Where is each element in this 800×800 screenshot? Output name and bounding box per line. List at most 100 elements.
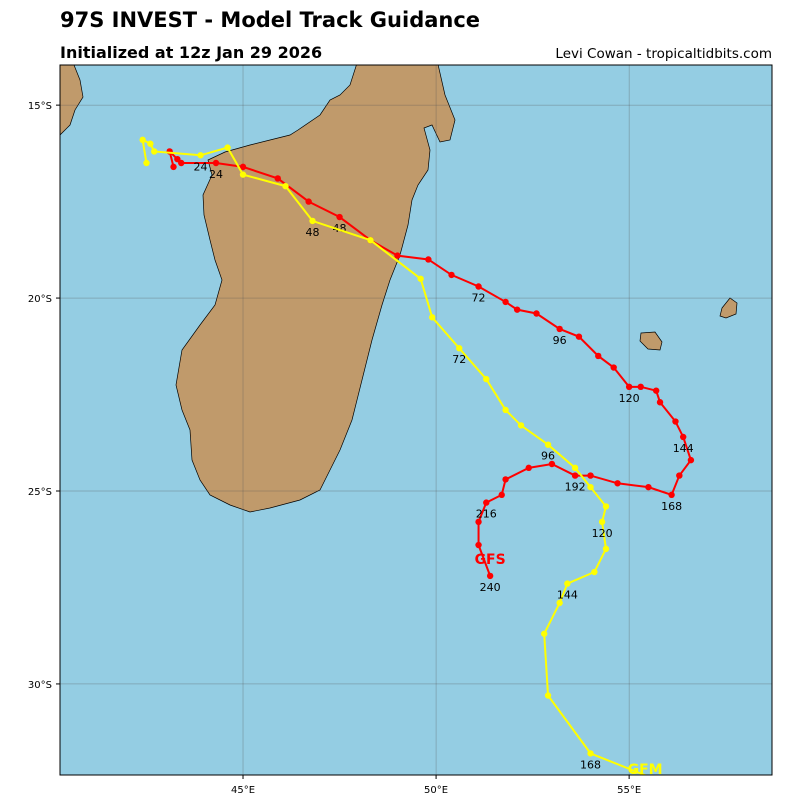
track-line [167, 148, 693, 577]
model-label: GFM [628, 762, 663, 778]
track-point [656, 399, 664, 406]
hour-label: 240 [480, 581, 501, 594]
track-point [544, 441, 552, 448]
track-point [672, 418, 679, 425]
track-point [564, 580, 571, 587]
track-point [595, 352, 602, 360]
track-point [525, 464, 532, 472]
track-point [282, 182, 289, 190]
track-point [571, 464, 579, 472]
x-tick-label: 50°E [424, 785, 448, 796]
track-point [483, 499, 490, 506]
africa [60, 65, 84, 136]
track-point [425, 256, 432, 263]
track-point [548, 460, 556, 468]
track-point [544, 692, 552, 699]
track-point [513, 306, 521, 313]
hour-label: 216 [476, 508, 497, 521]
track-point [598, 518, 606, 526]
track-point [625, 383, 633, 391]
track-point [637, 383, 644, 391]
y-tick-label: 30°S [28, 680, 52, 691]
hour-label: 120 [592, 527, 613, 540]
y-tick-label: 20°S [28, 294, 52, 305]
track-point [610, 364, 617, 371]
track-point [614, 480, 621, 487]
track-point [417, 275, 424, 282]
model-label: GFS [475, 552, 506, 568]
subtitle: Initialized at 12z Jan 29 2026 [60, 43, 322, 62]
track-point [483, 375, 490, 383]
track-point [587, 483, 594, 491]
track-point [429, 314, 436, 321]
track-point [456, 345, 463, 352]
track-point [687, 456, 695, 464]
track-point [309, 217, 316, 225]
track-point [502, 298, 509, 306]
title: 97S INVEST - Model Track Guidance [60, 8, 480, 32]
y-tick-label: 25°S [28, 487, 52, 498]
track-point [540, 630, 548, 637]
track-point [305, 198, 312, 205]
track-point [151, 148, 158, 155]
track-point [274, 175, 281, 182]
hour-label: 192 [565, 481, 586, 494]
track-point [178, 159, 185, 167]
land [60, 65, 738, 513]
track-point [212, 159, 220, 167]
track-point [602, 503, 610, 510]
hour-label: 24 [209, 168, 223, 181]
hour-label: 48 [306, 226, 320, 239]
track-point [367, 236, 374, 244]
frame [59, 64, 773, 776]
track-point [224, 144, 231, 151]
track-point [591, 568, 598, 576]
track-point [587, 750, 594, 757]
hour-label: 168 [580, 758, 601, 771]
credit: Levi Cowan - tropicaltidbits.com [555, 46, 772, 62]
track-point [645, 483, 652, 491]
track-point [575, 333, 583, 340]
track-point [143, 159, 150, 167]
track-point [502, 406, 509, 414]
hour-label: 72 [472, 291, 486, 304]
y-tick-label: 15°S [28, 101, 52, 112]
tracks: 24487296120144168192216240GFS24487296120… [139, 136, 695, 787]
track-point [139, 136, 146, 144]
track-point [448, 271, 455, 279]
track-point [665, 781, 671, 787]
track-point [197, 152, 204, 159]
hour-label: 96 [553, 334, 567, 347]
track-point [676, 472, 683, 479]
reunion [639, 331, 663, 351]
hour-label: 72 [452, 353, 466, 366]
track-point [170, 163, 177, 171]
track-point [556, 599, 563, 607]
x-tick-label: 55°E [617, 785, 641, 796]
track-point [533, 310, 540, 317]
track-point [517, 422, 525, 429]
track-point [587, 472, 594, 479]
graticule [60, 65, 772, 775]
track-point [475, 541, 482, 549]
track-point [652, 387, 660, 394]
track-point [556, 325, 563, 333]
hour-label: 168 [661, 500, 682, 513]
madagascar [175, 65, 456, 513]
track-point [239, 163, 247, 171]
hour-label: 96 [541, 450, 555, 463]
track-point [502, 476, 509, 483]
x-tick-label: 45°E [231, 785, 255, 796]
hour-label: 144 [673, 442, 694, 455]
hour-label: 120 [619, 392, 640, 405]
track-point [147, 140, 154, 147]
track-point [486, 572, 494, 580]
track-point [394, 252, 401, 259]
track-point [571, 472, 579, 479]
track-point [336, 213, 343, 221]
track-point [602, 545, 610, 553]
track-point [239, 171, 247, 178]
track-point [475, 518, 482, 526]
track-point [498, 491, 505, 499]
